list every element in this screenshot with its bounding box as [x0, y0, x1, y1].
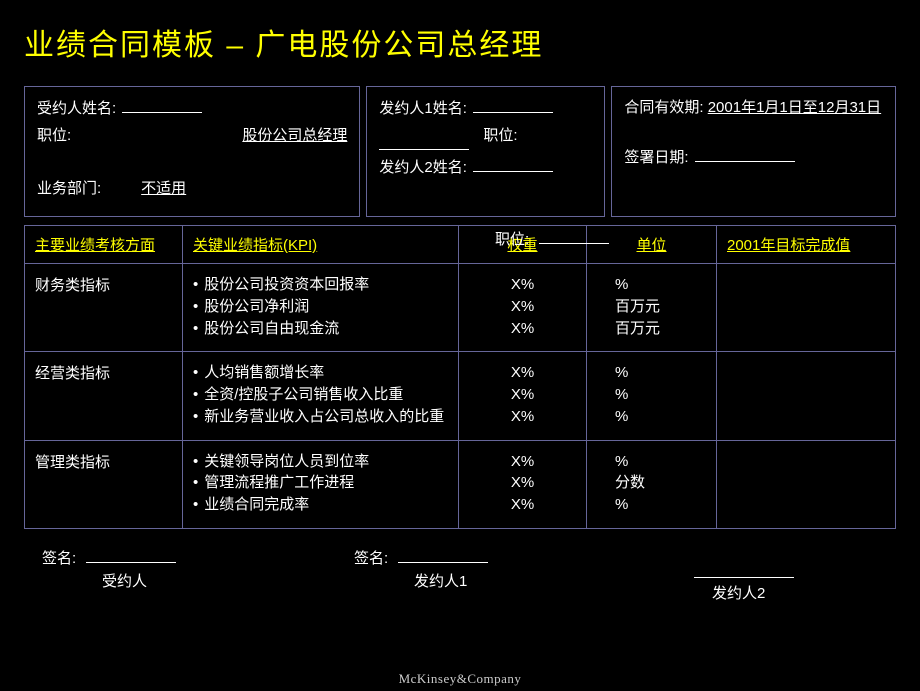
weight-cell: X% X% X% [459, 441, 587, 528]
target-cell [717, 352, 895, 439]
contractee-position-value: 股份公司总经理 [242, 127, 347, 144]
signature-block-1: 签名: 受约人 [24, 547, 334, 603]
page-title: 业绩合同模板 – 广电股份公司总经理 [24, 20, 896, 64]
weight-cell: X% X% X% [459, 352, 587, 439]
contractor2-pos-value [539, 243, 609, 244]
contractor2-pos-label: 职位: [495, 231, 529, 248]
contractor2-name-value [473, 171, 553, 172]
contractor1-pos-label: 职位: [483, 124, 517, 145]
signature-block-2: 签名: 发约人1 [334, 547, 644, 603]
aspect-cell: 经营类指标 [25, 352, 183, 439]
table-row: 财务类指标 •股份公司投资资本回报率 •股份公司净利润 •股份公司自由现金流 X… [25, 264, 895, 352]
signature-role-1: 受约人 [42, 568, 334, 591]
info-box-contractee: 受约人姓名: 职位: 股份公司总经理 业务部门: 不适用 [24, 86, 360, 217]
sign-date-label: 签署日期: [624, 146, 688, 167]
aspect-cell: 管理类指标 [25, 441, 183, 528]
contractee-name-label: 受约人姓名: [37, 97, 116, 118]
target-cell [717, 441, 895, 528]
contractee-name-value [122, 112, 202, 113]
kpi-cell: •人均销售额增长率 •全资/控股子公司销售收入比重 •新业务营业收入占公司总收入… [183, 352, 459, 439]
signature-section: 签名: 受约人 签名: 发约人1 发约人2 [24, 547, 896, 603]
dept-value: 不适用 [141, 177, 186, 198]
header-aspect: 主要业绩考核方面 [25, 226, 183, 263]
info-box-dates: 合同有效期: 2001年1月1日至12月31日 签署日期: [611, 86, 896, 217]
table-row: 管理类指标 •关键领导岗位人员到位率 •管理流程推广工作进程 •业绩合同完成率 … [25, 441, 895, 528]
kpi-cell: •关键领导岗位人员到位率 •管理流程推广工作进程 •业绩合同完成率 [183, 441, 459, 528]
contractor1-name-label: 发约人1姓名: [379, 97, 467, 118]
target-cell [717, 264, 895, 351]
sign-date-value [695, 161, 795, 162]
unit-cell: % 百万元 百万元 [587, 264, 717, 351]
header-target: 2001年目标完成值 [717, 226, 895, 263]
validity-label: 合同有效期: [624, 99, 703, 116]
unit-cell: % 分数 % [587, 441, 717, 528]
info-section: 受约人姓名: 职位: 股份公司总经理 业务部门: 不适用 发约人1姓名: 职位: [24, 86, 896, 217]
contractor2-name-label: 发约人2姓名: [379, 156, 467, 177]
footer-brand: McKinsey&Company [0, 671, 920, 687]
kpi-header-row: 主要业绩考核方面 关键业绩指标(KPI) 权重 单位 2001年目标完成值 [25, 226, 895, 264]
signature-block-3: 发约人2 [644, 547, 896, 603]
info-box-contractor: 发约人1姓名: 职位: 发约人2姓名: [366, 86, 605, 217]
contractor1-name-value [473, 112, 553, 113]
contractor2-pos-row: 职位: [495, 228, 609, 249]
slide-root: 业绩合同模板 – 广电股份公司总经理 受约人姓名: 职位: 股份公司总经理 业务… [0, 0, 920, 603]
header-kpi: 关键业绩指标(KPI) [183, 226, 459, 263]
dept-label: 业务部门: [37, 177, 101, 198]
weight-cell: X% X% X% [459, 264, 587, 351]
contractee-position-label: 职位: [37, 124, 71, 145]
table-row: 经营类指标 •人均销售额增长率 •全资/控股子公司销售收入比重 •新业务营业收入… [25, 352, 895, 440]
signature-role-3: 发约人2 [694, 582, 896, 603]
aspect-cell: 财务类指标 [25, 264, 183, 351]
validity-value: 2001年1月1日至12月31日 [708, 99, 881, 116]
kpi-table: 主要业绩考核方面 关键业绩指标(KPI) 权重 单位 2001年目标完成值 财务… [24, 225, 896, 529]
signature-role-2: 发约人1 [354, 568, 644, 591]
kpi-cell: •股份公司投资资本回报率 •股份公司净利润 •股份公司自由现金流 [183, 264, 459, 351]
unit-cell: % % % [587, 352, 717, 439]
contractor1-pos-value [379, 149, 469, 150]
